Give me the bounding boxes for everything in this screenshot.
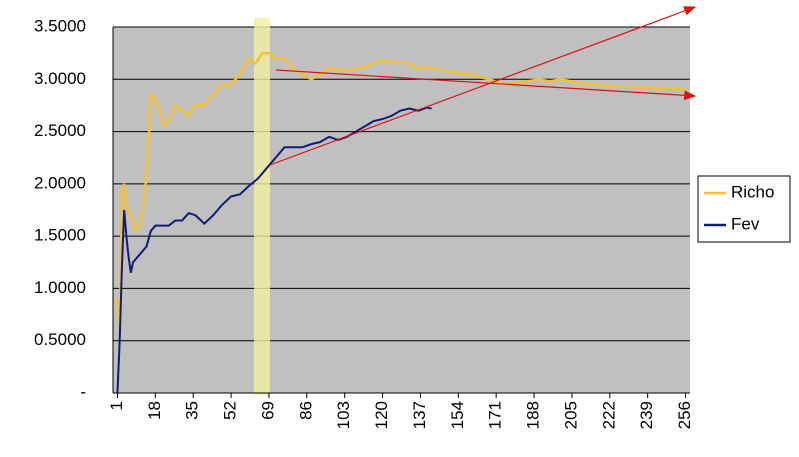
x-tick-label: 120 xyxy=(372,401,391,429)
y-tick-label: 2.5000 xyxy=(34,121,86,140)
x-tick-label: 188 xyxy=(524,401,543,429)
x-tick-label: 52 xyxy=(221,401,240,420)
highlight-band xyxy=(254,18,270,395)
y-tick-label: 3.5000 xyxy=(34,16,86,35)
x-tick-label: 35 xyxy=(183,401,202,420)
legend-label: Richo xyxy=(731,182,774,201)
x-tick-label: 18 xyxy=(145,401,164,420)
y-tick-label: - xyxy=(80,382,86,401)
x-tick-label: 137 xyxy=(410,401,429,429)
x-tick-label: 69 xyxy=(258,401,277,420)
lines xyxy=(116,51,686,394)
x-tick-label: 86 xyxy=(296,401,315,420)
x-tick-label: 154 xyxy=(448,401,467,429)
y-tick-label: 2.0000 xyxy=(34,173,86,192)
series-line xyxy=(116,106,432,394)
y-tick-label: 1.5000 xyxy=(34,226,86,245)
y-tick-label: 3.0000 xyxy=(34,69,86,88)
y-tick-label: 1.0000 xyxy=(34,278,86,297)
legend-label: Fev xyxy=(731,214,760,233)
x-tick-label: 1 xyxy=(107,401,126,410)
x-tick-label: 103 xyxy=(334,401,353,429)
trend-arrow xyxy=(275,69,697,101)
trend-arrow xyxy=(269,6,697,166)
x-tick-label: 205 xyxy=(561,401,580,429)
x-tick-label: 239 xyxy=(637,401,656,429)
x-tick-label: 171 xyxy=(486,401,505,429)
plot-area xyxy=(113,27,690,393)
x-tick-label: 256 xyxy=(675,401,694,429)
series-line xyxy=(116,51,686,331)
legend xyxy=(697,175,791,243)
x-tick-label: 222 xyxy=(599,401,618,429)
grid xyxy=(113,26,690,394)
y-tick-label: 0.5000 xyxy=(34,330,86,349)
